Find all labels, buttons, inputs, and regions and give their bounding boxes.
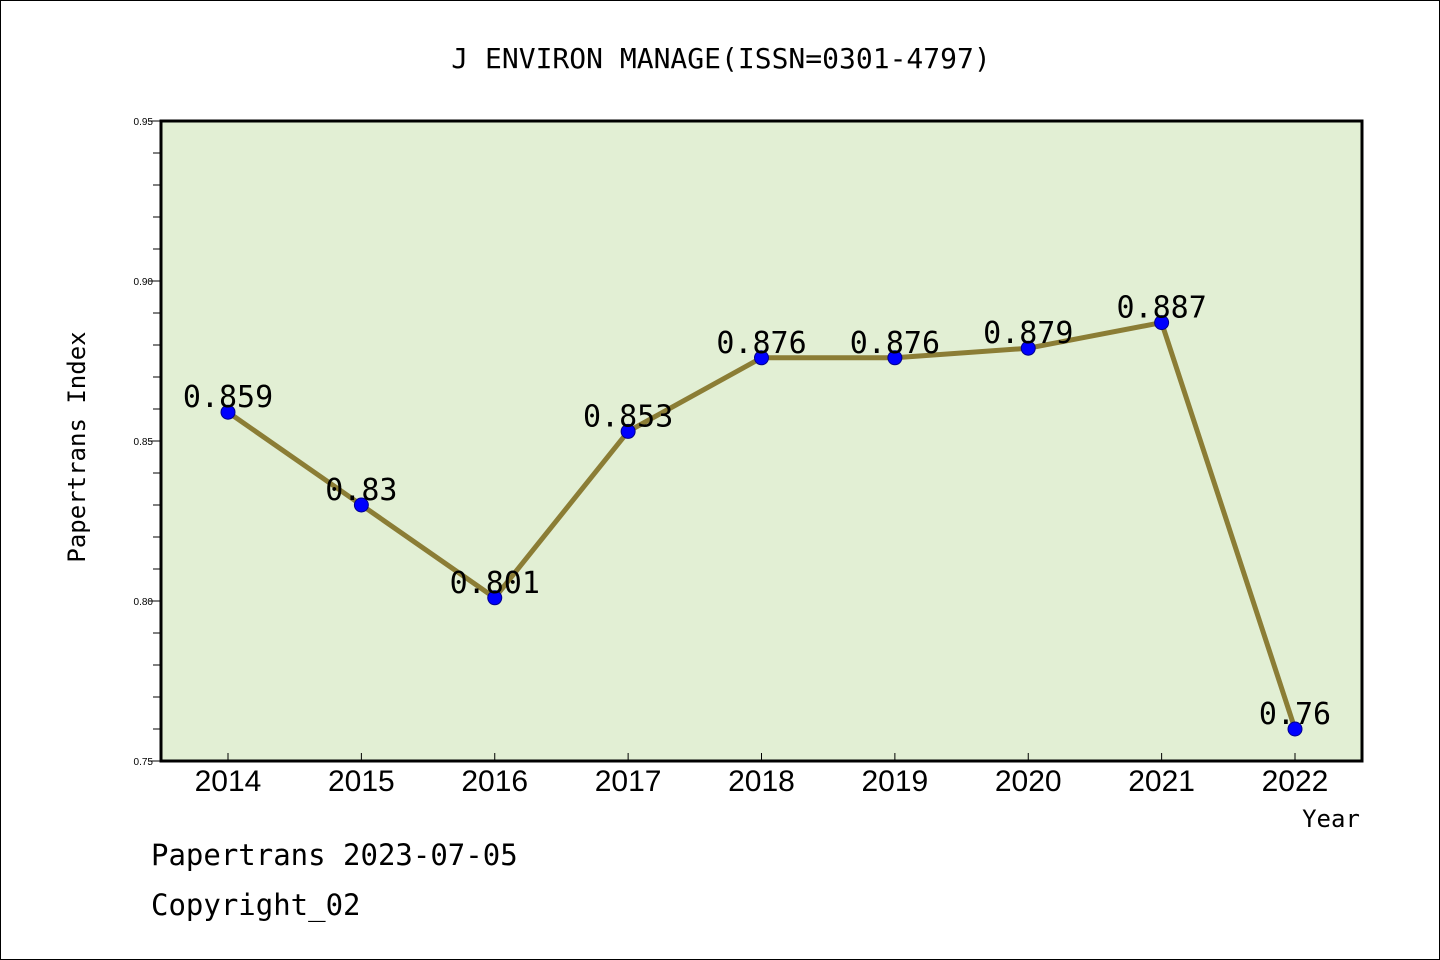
data-label: 0.859: [183, 380, 273, 415]
data-labels: 0.859 0.83 0.801 0.853 0.876 0.876 0.879 0.887 0…: [183, 291, 1331, 732]
data-label: 0.876: [716, 326, 806, 361]
data-label: 0.83: [325, 473, 397, 508]
y-tick-label: 0.85: [134, 437, 154, 448]
data-point: [754, 350, 769, 366]
plot-area: [159, 119, 1364, 763]
data-point: [353, 497, 369, 513]
data-point: [220, 404, 236, 420]
x-tick-label: 2016: [461, 765, 528, 798]
data-point: [487, 590, 503, 606]
y-tick-label: 0.75: [134, 757, 154, 768]
x-tick-label: 2019: [862, 765, 929, 798]
x-tick-label: 2018: [728, 765, 795, 798]
data-point: [1287, 721, 1303, 737]
x-axis-label: Year: [1302, 805, 1360, 833]
footer-copyright: Copyright_02: [151, 888, 361, 923]
y-axis-label: Papertrans Index: [63, 331, 91, 562]
data-label: 0.887: [1116, 291, 1206, 326]
y-tick-label: 0.80: [134, 597, 154, 608]
data-label: 0.76: [1259, 697, 1331, 732]
x-tick-label: 2020: [995, 765, 1062, 798]
y-tick-label: 0.90: [134, 277, 154, 288]
data-label: 0.879: [983, 316, 1073, 351]
data-point: [620, 423, 636, 439]
x-tick-label: 2014: [195, 765, 262, 798]
x-tick-label: 2022: [1262, 765, 1329, 798]
data-point: [887, 350, 903, 366]
data-markers: [220, 315, 1303, 737]
data-label: 0.853: [583, 399, 673, 434]
x-tick-label: 2017: [595, 765, 662, 798]
footer-date: Papertrans 2023-07-05: [151, 838, 518, 872]
data-label: 0.876: [850, 326, 940, 361]
data-point: [1154, 315, 1170, 331]
data-point: [1020, 340, 1036, 356]
y-axis-ticks: 0.75 0.80 0.85 0.90 0.95: [134, 117, 161, 768]
y-tick-label: 0.95: [134, 117, 154, 128]
x-tick-label: 2015: [328, 765, 395, 798]
x-tick-label: 2021: [1128, 765, 1195, 798]
chart-title: J ENVIRON MANAGE(ISSN=0301-4797): [451, 42, 990, 75]
x-axis-ticks: 2014 2015 2016 2017 2018 2019 2020 2021 2022: [195, 753, 1329, 798]
data-label: 0.801: [450, 566, 540, 601]
